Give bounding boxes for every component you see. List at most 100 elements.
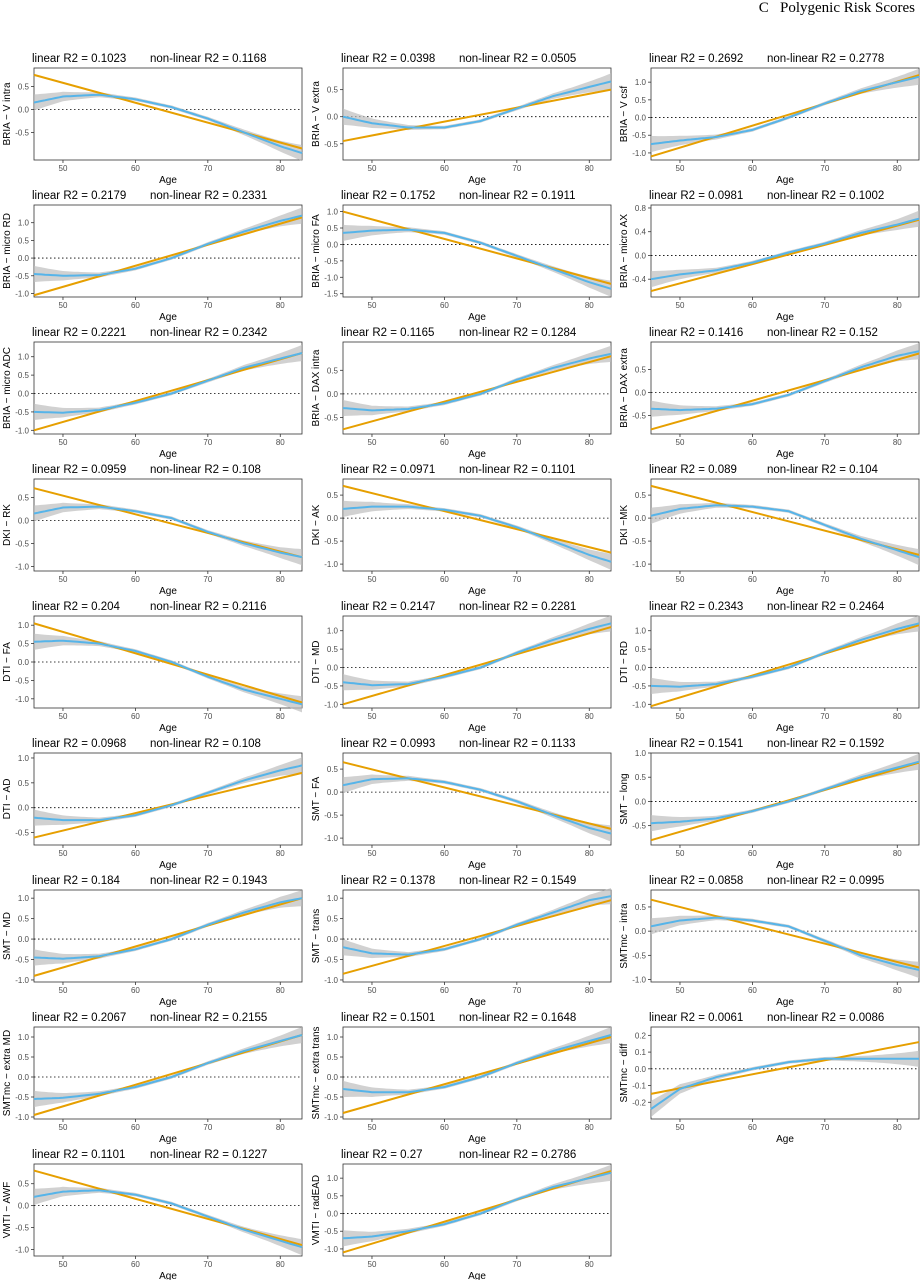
chart-panel-svg: linear R2 = 0.2343 non-linear R2 = 0.2464… (619, 601, 920, 734)
y-tick-label: 0.5 (635, 96, 647, 105)
plot-frame (33, 1026, 303, 1120)
nonlinear-fit-line (342, 505, 612, 563)
chart-panel-svg: linear R2 = 0.0971 non-linear R2 = 0.1101… (311, 464, 612, 597)
chart-panel: linear R2 = 0.204 non-linear R2 = 0.2116 -… (0, 594, 307, 734)
x-tick-label: 60 (131, 164, 140, 173)
nonlinear-r2-label: non-linear R2 = 0.1648 (459, 1012, 576, 1024)
nonlinear-fit-line (650, 760, 920, 825)
x-tick-label: 50 (368, 164, 377, 173)
nonlinear-r2-label: non-linear R2 = 0.1133 (459, 738, 575, 750)
plot-frame (342, 341, 612, 435)
linear-fit-line (342, 484, 612, 554)
x-tick-label: 60 (440, 575, 449, 584)
chart-panel: linear R2 = 0.0968 non-linear R2 = 0.108 -… (0, 731, 307, 871)
y-axis-label: SMT − MD (2, 912, 13, 960)
x-tick-label: 50 (59, 1260, 68, 1269)
chart-panel-svg: linear R2 = 0.2179 non-linear R2 = 0.2331… (2, 190, 303, 323)
x-tick-label: 70 (820, 986, 829, 995)
y-tick-label: -0.5 (324, 413, 338, 422)
x-tick-label: 70 (512, 1123, 521, 1132)
y-tick-label: 1.0 (18, 621, 30, 630)
y-tick-label: 0.5 (18, 640, 30, 649)
x-tick-label: 60 (131, 712, 140, 721)
y-tick-label: -0.5 (15, 1224, 29, 1233)
y-tick-label: 1.0 (327, 1033, 339, 1042)
y-tick-label: -0.5 (15, 1093, 29, 1102)
nonlinear-fit-line (650, 75, 920, 146)
linear-r2-label: linear R2 = 0.204 (32, 601, 121, 613)
y-tick-label: 0.5 (327, 1192, 339, 1201)
nonlinear-fit-line (342, 777, 612, 835)
y-tick-label: 0.0 (327, 514, 339, 523)
x-tick-label: 50 (676, 164, 685, 173)
x-tick-label: 60 (440, 712, 449, 721)
y-tick-label: 0.5 (327, 224, 339, 233)
y-tick-label: 1.0 (327, 894, 339, 903)
x-axis-label: Age (468, 449, 486, 460)
y-axis-label: DKI −MK (619, 505, 630, 546)
x-tick-label: 80 (276, 986, 285, 995)
x-tick-label: 50 (676, 1123, 685, 1132)
x-tick-label: 50 (676, 849, 685, 858)
x-tick-label: 80 (893, 986, 902, 995)
chart-panel-svg: linear R2 = 0.0968 non-linear R2 = 0.108 -… (2, 738, 303, 871)
plot-frame (342, 67, 612, 161)
y-tick-label: 0.0 (635, 514, 647, 523)
y-tick-label: -0.5 (15, 676, 29, 685)
nonlinear-fit-line (342, 1034, 612, 1094)
plot-frame (650, 752, 920, 846)
y-tick-label: 0.5 (18, 1053, 30, 1062)
x-axis-label: Age (776, 312, 794, 323)
x-tick-label: 70 (203, 712, 212, 721)
x-tick-label: 80 (585, 301, 594, 310)
x-tick-label: 60 (131, 986, 140, 995)
x-tick-label: 50 (368, 1260, 377, 1269)
chart-panel-svg: linear R2 = 0.27 non-linear R2 = 0.2786 -1… (311, 1149, 612, 1280)
y-tick-label: 0.5 (327, 765, 339, 774)
y-tick-label: 0.0 (327, 240, 339, 249)
x-tick-label: 50 (676, 438, 685, 447)
nonlinear-ci-band (34, 1186, 302, 1256)
y-tick-label: -1.5 (324, 290, 338, 299)
linear-fit-line (342, 899, 612, 975)
chart-panel: linear R2 = 0.0398 non-linear R2 = 0.0505… (309, 46, 616, 186)
x-tick-label: 50 (368, 712, 377, 721)
x-tick-label: 70 (820, 438, 829, 447)
y-tick-label: 0.5 (327, 915, 339, 924)
x-tick-label: 70 (820, 849, 829, 858)
chart-panel-svg: linear R2 = 0.0959 non-linear R2 = 0.108 -… (2, 464, 303, 597)
y-tick-label: 0.8 (635, 204, 647, 213)
y-tick-label: 0.2 (635, 1031, 647, 1040)
y-axis-label: BRIA − micro RD (2, 213, 13, 289)
y-axis-label: SMT − long (619, 773, 630, 824)
y-axis-label: BRIA − micro ADC (2, 347, 13, 429)
linear-fit-line (33, 216, 303, 297)
nonlinear-fit-line (342, 228, 612, 290)
x-axis-label: Age (468, 997, 486, 1008)
x-axis-label: Age (776, 860, 794, 871)
x-axis-label: Age (776, 449, 794, 460)
linear-fit-line (33, 622, 303, 704)
x-tick-label: 60 (748, 575, 757, 584)
chart-panel-svg: linear R2 = 0.2147 non-linear R2 = 0.2281… (311, 601, 612, 734)
nonlinear-r2-label: non-linear R2 = 0.2786 (459, 1149, 576, 1161)
x-tick-label: 50 (676, 986, 685, 995)
y-tick-label: 1.0 (635, 749, 647, 758)
nonlinear-r2-label: non-linear R2 = 0.2342 (150, 327, 267, 339)
y-tick-label: -0.5 (324, 257, 338, 266)
y-tick-label: 0.5 (18, 915, 30, 924)
x-axis-label: Age (159, 860, 177, 871)
x-tick-label: 80 (893, 164, 902, 173)
linear-r2-label: linear R2 = 0.1501 (341, 1012, 435, 1024)
x-tick-label: 70 (820, 1123, 829, 1132)
y-tick-label: 0.0 (327, 390, 339, 399)
x-tick-label: 50 (59, 438, 68, 447)
x-axis-label: Age (159, 175, 177, 186)
x-tick-label: 70 (203, 164, 212, 173)
y-tick-label: -1.0 (15, 976, 29, 985)
y-tick-label: 0.0 (635, 114, 647, 123)
x-axis-label: Age (776, 723, 794, 734)
x-tick-label: 60 (131, 575, 140, 584)
y-tick-label: 0.0 (635, 797, 647, 806)
x-tick-label: 60 (440, 1123, 449, 1132)
